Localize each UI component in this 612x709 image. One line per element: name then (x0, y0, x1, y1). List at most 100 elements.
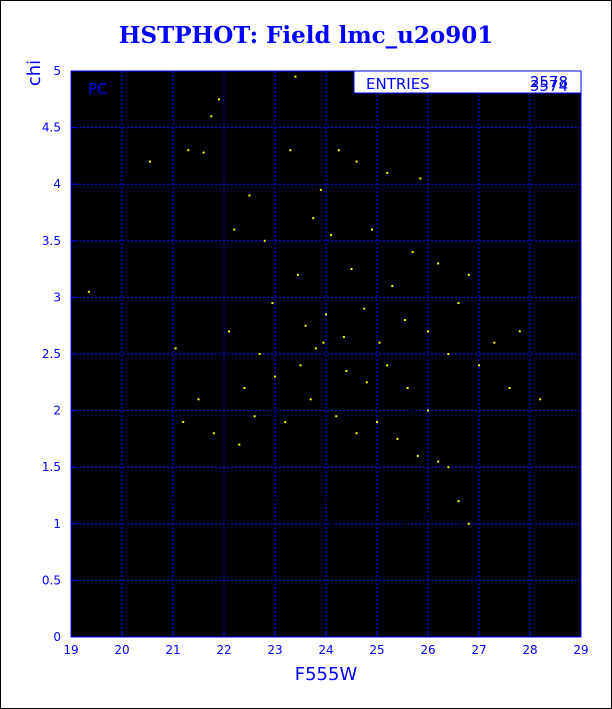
data-point (325, 502, 327, 505)
data-point (393, 445, 396, 448)
data-point (279, 517, 282, 520)
data-point (332, 460, 335, 463)
data-point (386, 171, 389, 174)
data-point (396, 475, 399, 478)
data-point (146, 494, 149, 497)
data-point (406, 386, 409, 389)
data-point (442, 539, 445, 542)
data-point (350, 268, 353, 271)
data-point (314, 528, 317, 531)
data-point (217, 98, 220, 101)
x-tick-label: 24 (318, 643, 333, 657)
data-point (271, 409, 274, 412)
y-tick-label: 3 (53, 290, 61, 304)
data-point (396, 437, 399, 440)
tick-labels: 19 20 21 22 23 24 25 26 27 28 29 0 0.5 1 1.5 2 2.5 3 3.5 4 4… (42, 64, 589, 657)
data-point (141, 460, 144, 463)
x-tick-label: 22 (216, 643, 231, 657)
data-point (104, 463, 107, 466)
data-point (215, 449, 218, 452)
data-point (353, 423, 356, 426)
data-point (296, 273, 299, 276)
data-point (187, 149, 190, 152)
data-point (253, 415, 256, 418)
data-point (444, 460, 447, 463)
y-tick-label: 0 (53, 630, 61, 644)
data-point (345, 471, 348, 474)
data-point (404, 432, 407, 435)
data-point (398, 415, 401, 418)
data-point (437, 426, 440, 429)
data-point (335, 415, 338, 418)
data-point (75, 476, 78, 479)
data-point (131, 477, 134, 480)
data-point (210, 115, 213, 118)
data-point (110, 415, 113, 418)
data-point (210, 494, 213, 497)
data-point (299, 497, 302, 500)
data-point (205, 466, 208, 469)
x-tick-label: 27 (471, 643, 486, 657)
data-point (154, 443, 157, 446)
y-tick-label: 4.5 (42, 121, 61, 135)
data-point (327, 426, 330, 429)
data-point (508, 386, 511, 389)
data-point (429, 441, 432, 444)
data-point (174, 347, 177, 350)
data-point (263, 531, 266, 534)
data-point (166, 471, 169, 474)
data-point (194, 369, 197, 372)
data-point (416, 454, 419, 457)
stats-box-label: ENTRIES (366, 75, 430, 93)
data-point (98, 483, 101, 486)
data-point (127, 549, 130, 552)
data-point (493, 341, 496, 344)
y-tick-label: 0.5 (42, 573, 61, 587)
data-point (286, 483, 289, 486)
data-point (274, 375, 276, 378)
data-point (223, 509, 225, 512)
data-point (335, 386, 338, 389)
data-point (304, 520, 307, 523)
data-point (312, 217, 315, 220)
data-point (261, 486, 264, 489)
x-tick-label: 23 (267, 643, 282, 657)
data-point (414, 494, 417, 497)
data-point (121, 452, 123, 455)
data-point (368, 443, 371, 446)
data-point (251, 420, 254, 423)
data-point (317, 434, 320, 437)
data-point (182, 398, 185, 401)
data-point (404, 319, 407, 322)
data-point (138, 520, 141, 523)
data-point (340, 531, 343, 534)
data-point (291, 445, 294, 448)
data-point (376, 420, 378, 423)
data-point (86, 450, 89, 453)
data-point (378, 341, 381, 344)
data-point (330, 234, 333, 237)
data-point (427, 330, 429, 333)
data-point (355, 520, 358, 523)
data-point (225, 429, 228, 432)
data-point (378, 429, 381, 432)
data-point (248, 194, 251, 197)
data-point (268, 471, 271, 474)
data-point (365, 381, 368, 384)
data-point (447, 466, 450, 469)
data-point (416, 536, 419, 539)
x-axis-label: F555W (295, 664, 358, 685)
data-point (156, 483, 159, 486)
data-point (274, 500, 276, 503)
data-point (296, 398, 299, 401)
x-tick-label: 26 (420, 643, 435, 657)
data-point (411, 409, 414, 412)
data-point (337, 491, 340, 494)
y-axis-label: chi (24, 60, 45, 86)
data-point (309, 398, 312, 401)
data-point (391, 534, 394, 537)
data-point (85, 497, 88, 500)
data-point (342, 441, 345, 444)
data-point (164, 392, 167, 395)
data-point (192, 477, 195, 480)
